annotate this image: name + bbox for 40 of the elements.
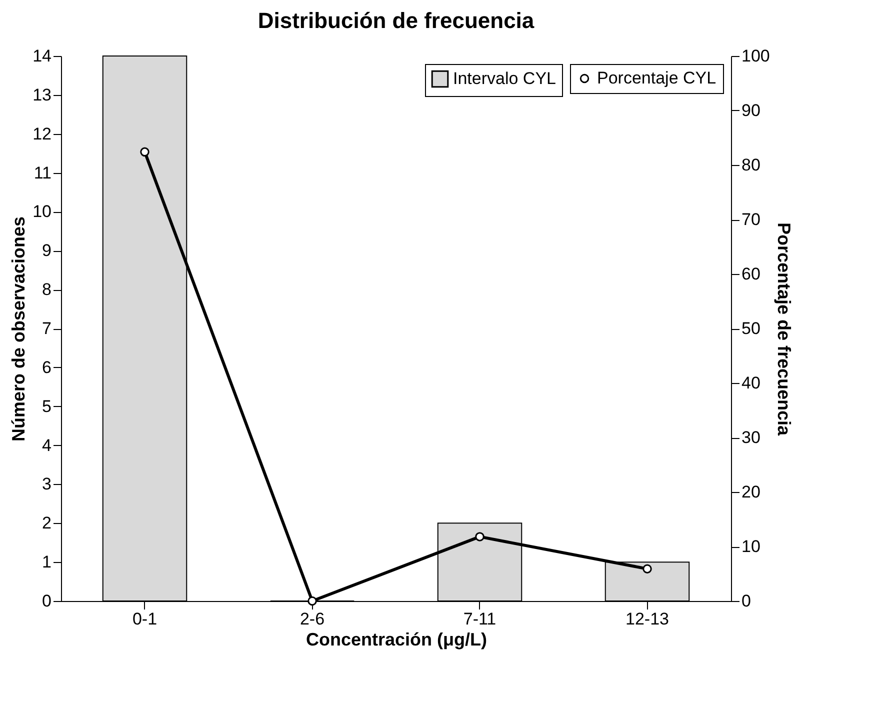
x-tick-label: 12-13 [626, 610, 669, 628]
y-tick-label: 11 [34, 163, 52, 182]
y2-tick-label: 90 [742, 101, 760, 120]
y2-axis-title: Porcentaje de frecuencia [774, 222, 794, 437]
y2-tick-label: 20 [742, 482, 760, 502]
y2-tick-label: 50 [742, 319, 760, 338]
y-tick-label: 1 [42, 552, 52, 572]
y2-tick-label: 10 [742, 537, 760, 556]
y2-tick-label: 80 [742, 156, 760, 174]
legend-label: Intervalo CYL [453, 69, 556, 88]
point [642, 564, 652, 574]
y-tick-label: 2 [42, 514, 52, 533]
y2-tick-label: 60 [742, 264, 760, 284]
point [308, 596, 317, 606]
y-tick-label: 13 [32, 85, 52, 104]
y-tick-label: 0 [42, 592, 52, 610]
point [140, 147, 150, 157]
x-tick-label: 2-6 [300, 610, 325, 628]
y-tick-label: 7 [42, 319, 52, 338]
y-tick-label: 6 [42, 358, 52, 377]
y2-tick-label: 100 [742, 46, 770, 66]
x-axis-title: Concentración (μg/L) [306, 630, 488, 650]
y2-tick-label: 30 [742, 428, 760, 447]
y-axis-title: Número de observaciones [8, 216, 29, 442]
y2-tick-label: 40 [742, 374, 760, 392]
chart-title: Distribución de frecuencia [258, 8, 535, 33]
y-tick-label: 4 [42, 436, 52, 455]
y-tick-label: 14 [32, 46, 52, 66]
y-tick-label: 9 [42, 241, 52, 260]
x-tick-label: 7-11 [463, 610, 496, 628]
y-tick-label: 5 [42, 396, 52, 416]
y2-tick-label: 0 [742, 592, 751, 610]
legend-label: Porcentaje CYL [597, 68, 716, 88]
x-tick-label: 0-1 [132, 610, 158, 628]
y-tick-label: 10 [32, 202, 52, 222]
y-tick-label: 8 [42, 280, 52, 300]
y-tick-label: 12 [32, 124, 52, 144]
y-tick-label: 3 [42, 474, 52, 494]
point [475, 532, 484, 542]
y2-tick-label: 70 [742, 210, 760, 229]
